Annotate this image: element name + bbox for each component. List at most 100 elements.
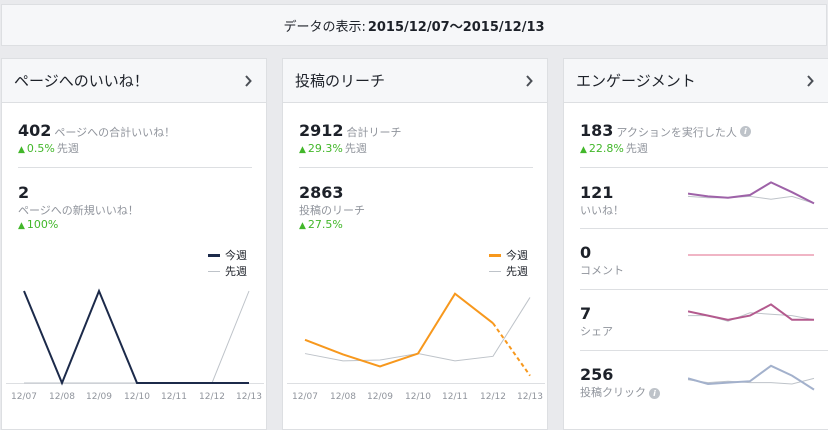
chevron-right-icon[interactable] bbox=[521, 73, 537, 89]
shares-value: 7 bbox=[580, 304, 592, 323]
legend-swatch bbox=[208, 253, 220, 257]
chevron-right-icon[interactable] bbox=[240, 73, 256, 89]
total-reach-delta: ▲ 29.3% 先週 bbox=[299, 140, 402, 156]
x-tick-label: 12/13 bbox=[517, 392, 543, 402]
x-tick-label: 12/07 bbox=[292, 392, 318, 402]
info-icon[interactable]: i bbox=[739, 126, 751, 137]
post-reach-card: 投稿のリーチ 2912 合計リーチ ▲ 29.3% 先週 2863 投稿のリーチ ▲ 2… bbox=[282, 58, 548, 430]
legend-swatch bbox=[489, 270, 501, 272]
up-arrow-icon: ▲ bbox=[18, 145, 25, 155]
post-reach-metric: 2863 投稿のリーチ ▲ 27.5% bbox=[299, 183, 365, 231]
post-reach-delta: ▲ 27.5% bbox=[299, 218, 365, 231]
divider bbox=[580, 350, 828, 351]
sparkline-last-week bbox=[688, 377, 815, 385]
chevron-right-icon[interactable] bbox=[802, 73, 818, 89]
page-likes-card: ページへのいいね！ 402 ページへの合計いいね！ ▲ 0.5% 先週 2 ページへの… bbox=[1, 58, 267, 430]
new-likes-metric: 2 ページへの新規いいね！ ▲ 100% bbox=[18, 183, 139, 231]
series-last-week-line bbox=[24, 290, 250, 384]
total-likes-label: ページへの合計いいね！ bbox=[54, 126, 176, 139]
x-tick-label: 12/09 bbox=[367, 392, 393, 402]
clicks-label-wrap: 投稿クリック i bbox=[580, 384, 820, 400]
date-range-bar: データの表示: 2015/12/07〜2015/12/13 bbox=[1, 4, 827, 46]
clicks-sparkline bbox=[688, 364, 815, 391]
total-likes-metric: 402 ページへの合計いいね！ ▲ 0.5% 先週 bbox=[18, 121, 175, 156]
up-arrow-icon: ▲ bbox=[18, 221, 25, 231]
delta-label: 先週 bbox=[56, 142, 79, 155]
post-reach-value: 2863 bbox=[299, 183, 344, 202]
delta-value: 22.8% bbox=[588, 142, 624, 155]
x-axis: 12/07 12/08 12/09 12/10 12/11 12/12 12/13 bbox=[283, 392, 547, 404]
engagement-card: エンゲージメント 183 アクションを実行した人 i ▲ 22.8% 先週 121 いい… bbox=[563, 58, 828, 430]
card-title: ページへのいいね！ bbox=[14, 72, 149, 90]
series-this-week-projection bbox=[492, 322, 531, 377]
divider bbox=[299, 167, 533, 168]
sparkline-this-week bbox=[688, 181, 815, 205]
new-likes-label: ページへの新規いいね！ bbox=[18, 204, 139, 217]
delta-value: 29.3% bbox=[307, 142, 343, 155]
x-tick-label: 12/11 bbox=[442, 392, 468, 402]
delta-label: 先週 bbox=[344, 142, 367, 155]
post-reach-label: 投稿のリーチ bbox=[299, 204, 365, 217]
series-last-week-line bbox=[304, 297, 531, 362]
x-tick-label: 12/08 bbox=[330, 392, 356, 402]
date-range-value: 2015/12/07〜2015/12/13 bbox=[367, 19, 545, 35]
engagement-header[interactable]: エンゲージメント bbox=[564, 59, 828, 103]
legend-last-week: 先週 bbox=[208, 263, 247, 279]
total-engagement-metric: 183 アクションを実行した人 i ▲ 22.8% 先週 bbox=[580, 121, 751, 156]
info-icon[interactable]: i bbox=[649, 387, 660, 399]
new-likes-value: 2 bbox=[18, 183, 30, 202]
up-arrow-icon: ▲ bbox=[299, 221, 306, 231]
shares-sparkline bbox=[688, 303, 815, 322]
delta-label: 先週 bbox=[625, 142, 648, 155]
comments-value: 0 bbox=[580, 243, 592, 262]
likes-value: 121 bbox=[580, 183, 614, 202]
new-likes-delta: ▲ 100% bbox=[18, 218, 139, 231]
chart-legend: 今週 先週 bbox=[208, 247, 247, 279]
divider bbox=[580, 167, 828, 168]
x-tick-label: 12/12 bbox=[480, 392, 506, 402]
card-title: エンゲージメント bbox=[576, 72, 696, 90]
x-tick-label: 12/08 bbox=[49, 392, 75, 402]
likes-sparkline bbox=[688, 181, 815, 205]
x-tick-label: 12/09 bbox=[86, 392, 112, 402]
total-reach-metric: 2912 合計リーチ ▲ 29.3% 先週 bbox=[299, 121, 402, 156]
divider bbox=[580, 289, 828, 290]
clicks-label: 投稿クリック bbox=[580, 386, 646, 399]
delta-value: 27.5% bbox=[307, 218, 343, 231]
total-engagement-value: 183 bbox=[580, 121, 614, 140]
series-this-week-line bbox=[304, 292, 494, 368]
total-reach-value: 2912 bbox=[299, 121, 344, 140]
comments-sparkline bbox=[688, 254, 814, 256]
engagement-row-clicks: 256 投稿クリック i bbox=[580, 365, 820, 400]
legend-label: 先週 bbox=[225, 265, 247, 278]
engagement-row-comments: 0 コメント bbox=[580, 243, 820, 278]
legend-swatch bbox=[208, 270, 220, 272]
x-axis: 12/07 12/08 12/09 12/10 12/11 12/12 12/13 bbox=[2, 392, 266, 404]
legend-this-week: 今週 bbox=[208, 247, 247, 263]
card-title: 投稿のリーチ bbox=[295, 72, 386, 90]
post-reach-header[interactable]: 投稿のリーチ bbox=[283, 59, 547, 103]
x-tick-label: 12/11 bbox=[161, 392, 187, 402]
total-engagement-label: アクションを実行した人 bbox=[616, 126, 737, 139]
engagement-row-shares: 7 シェア bbox=[580, 304, 820, 339]
page-likes-chart bbox=[6, 288, 264, 386]
chart-legend: 今週 先週 bbox=[489, 247, 528, 279]
sparkline-last-week bbox=[688, 195, 815, 204]
legend-swatch bbox=[489, 253, 501, 257]
total-likes-delta: ▲ 0.5% 先週 bbox=[18, 140, 175, 156]
x-tick-label: 12/12 bbox=[199, 392, 225, 402]
x-tick-label: 12/13 bbox=[236, 392, 262, 402]
page-likes-header[interactable]: ページへのいいね！ bbox=[2, 59, 266, 103]
total-engagement-delta: ▲ 22.8% 先週 bbox=[580, 140, 751, 156]
legend-last-week: 先週 bbox=[489, 263, 528, 279]
legend-label: 今週 bbox=[225, 249, 247, 262]
legend-this-week: 今週 bbox=[489, 247, 528, 263]
legend-label: 今週 bbox=[506, 249, 528, 262]
likes-label: いいね！ bbox=[580, 204, 624, 217]
post-reach-chart bbox=[287, 292, 545, 384]
delta-value: 100% bbox=[26, 218, 59, 231]
series-this-week-line bbox=[23, 288, 249, 386]
up-arrow-icon: ▲ bbox=[299, 145, 306, 155]
divider bbox=[580, 228, 828, 229]
up-arrow-icon: ▲ bbox=[580, 145, 587, 155]
